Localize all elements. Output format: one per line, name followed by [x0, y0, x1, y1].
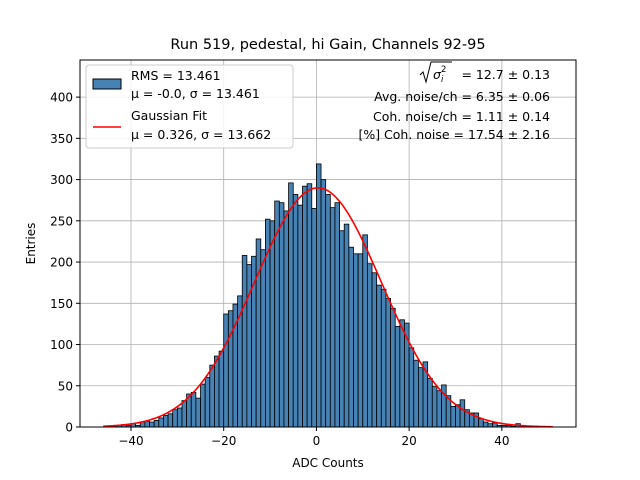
x-tick-label: 20 [401, 434, 416, 448]
plot-frame [79, 59, 577, 428]
chart-title: Run 519, pedestal, hi Gain, Channels 92-… [170, 37, 485, 53]
histogram-bar [478, 418, 484, 428]
legend-box [85, 64, 294, 149]
histogram-bar [343, 223, 350, 428]
x-axis-label: ADC Counts [292, 456, 364, 470]
annotation-avg-noise: Avg. noise/ch = 6.35 ± 0.06 [374, 89, 550, 104]
x-axis-ticks: −40 −20 0 20 40 [118, 427, 509, 448]
histogram-bar [176, 407, 183, 428]
sqrt-sigma-symbol: σ 2 i [419, 61, 452, 85]
histogram-bar [214, 355, 220, 428]
x-tick-label: −20 [211, 434, 236, 448]
histogram-bar [306, 183, 313, 428]
y-tick-label: 300 [50, 173, 73, 187]
histogram-bar [348, 246, 354, 428]
annotation-coh-noise: Coh. noise/ch = 1.11 ± 0.14 [373, 109, 550, 124]
legend-fit-line2: μ = 0.326, σ = 13.662 [131, 127, 271, 142]
legend-fit-line1: Gaussian Fit [131, 108, 207, 123]
y-tick-label: 150 [50, 297, 73, 311]
y-tick-label: 350 [50, 132, 73, 146]
histogram-bar [283, 210, 289, 428]
histogram-bar [436, 390, 442, 428]
histogram-bar [149, 421, 155, 428]
y-axis-ticks: 0 50 100 150 200 250 300 350 400 [50, 91, 80, 435]
histogram-bar [367, 263, 373, 428]
histogram-bar [353, 253, 359, 428]
histogram-bar [482, 421, 489, 428]
histogram-bar [371, 272, 378, 428]
histogram-bar [357, 253, 364, 428]
y-tick-label: 0 [65, 421, 73, 435]
histogram-bar [376, 284, 382, 428]
histogram-bar [399, 319, 405, 428]
histogram-bar [260, 249, 266, 428]
histogram-bar [417, 367, 424, 428]
histogram-bars [107, 163, 540, 428]
histogram-bar [158, 417, 164, 428]
svg-text:2: 2 [441, 65, 446, 75]
legend-histogram-line2: μ = -0.0, σ = 13.461 [131, 86, 260, 101]
annotation-sqrt-sigma: = 12.7 ± 0.13 [461, 67, 550, 82]
histogram-bar [325, 194, 331, 428]
histogram-bar [297, 204, 303, 428]
svg-text:i: i [441, 75, 444, 85]
histogram-bar [380, 288, 387, 428]
histogram-bar [195, 397, 201, 428]
histogram-bar [181, 400, 188, 428]
histogram-bar [227, 310, 234, 428]
histogram-bar [153, 420, 160, 428]
histogram-bar [339, 230, 345, 428]
histogram-bar [223, 313, 229, 428]
histogram-bar [450, 405, 456, 428]
histogram-bar [329, 207, 336, 428]
histogram-bar [167, 413, 174, 428]
histogram-bar [302, 185, 308, 428]
histogram-bar [292, 194, 299, 428]
histogram-bar [362, 234, 368, 428]
legend-histogram-line1: RMS = 13.461 [131, 68, 221, 83]
svg-text:σ: σ [433, 67, 442, 82]
histogram-bar [163, 415, 169, 428]
histogram-bar [492, 422, 498, 428]
legend: RMS = 13.461 μ = -0.0, σ = 13.461 Gaussi… [85, 64, 294, 149]
histogram-bar [394, 325, 401, 428]
histogram-bar [427, 377, 433, 428]
annotation-coh-noise-percent: [%] Coh. noise = 17.54 ± 2.16 [358, 127, 550, 142]
histogram-bar [413, 359, 419, 428]
histogram-bar [204, 377, 211, 428]
y-tick-label: 400 [50, 91, 73, 105]
histogram-bar [385, 297, 391, 428]
histogram-bar [334, 202, 340, 428]
y-tick-label: 50 [58, 379, 73, 393]
histogram-bar [320, 179, 327, 428]
y-tick-label: 100 [50, 338, 73, 352]
gaussian-fit-curve [103, 187, 553, 428]
histogram-bar [255, 238, 262, 428]
y-axis-label: Entries [24, 223, 38, 265]
y-tick-label: 250 [50, 214, 73, 228]
noise-annotations: σ 2 i = 12.7 ± 0.13 Avg. noise/ch = 6.35… [358, 61, 550, 142]
histogram-bar [190, 391, 197, 428]
histogram-bar [218, 350, 225, 428]
histogram-bar [459, 399, 466, 428]
legend-histogram-swatch [92, 78, 122, 90]
histogram-bar [408, 347, 415, 428]
x-tick-label: −40 [118, 434, 143, 448]
x-tick-label: 40 [494, 434, 509, 448]
histogram-bar [200, 383, 206, 428]
histogram-bar [390, 307, 396, 428]
histogram-bar [269, 220, 276, 428]
y-tick-label: 200 [50, 256, 73, 270]
histogram-bar [311, 208, 317, 428]
histogram-bar [209, 364, 215, 428]
histogram-bar [172, 409, 178, 428]
x-tick-label: 0 [313, 434, 321, 448]
histogram-bar [431, 386, 438, 428]
histogram-bar [288, 182, 294, 428]
histogram-bar [144, 420, 150, 428]
histogram-bar [278, 202, 285, 428]
histogram-bar [316, 163, 322, 428]
histogram-bar [241, 255, 248, 428]
